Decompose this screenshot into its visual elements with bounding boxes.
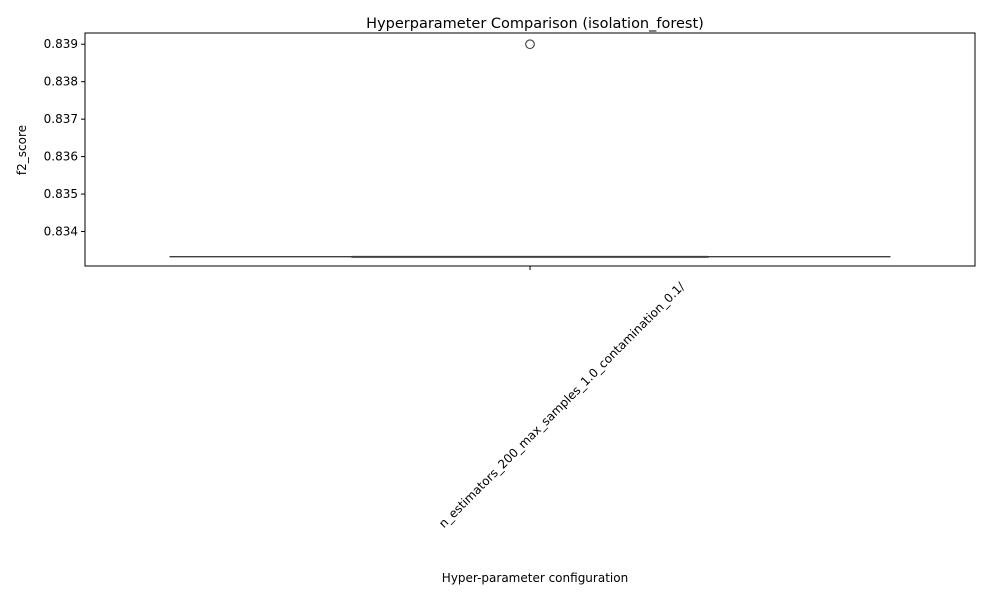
box-series — [169, 39, 891, 258]
x-axis-label: Hyper-parameter configuration — [442, 571, 628, 585]
x-tick-label: n_estimators_200_max_samples_1.0_contami… — [436, 279, 688, 531]
plot-area — [84, 32, 976, 267]
y-axis: 0.834 0.835 0.836 0.837 0.838 0.839 — [44, 37, 85, 239]
y-tick-label: 0.834 — [44, 225, 78, 239]
y-tick-label: 0.839 — [44, 37, 78, 51]
y-tick-label: 0.835 — [44, 187, 78, 201]
chart-title: Hyperparameter Comparison (isolation_for… — [366, 16, 704, 32]
y-tick-label: 0.836 — [44, 150, 78, 164]
y-tick-label: 0.838 — [44, 75, 78, 89]
y-tick-label: 0.837 — [44, 112, 78, 126]
outlier-point — [525, 39, 535, 50]
x-axis: n_estimators_200_max_samples_1.0_contami… — [436, 266, 688, 531]
y-axis-label: f2_score — [15, 125, 29, 175]
